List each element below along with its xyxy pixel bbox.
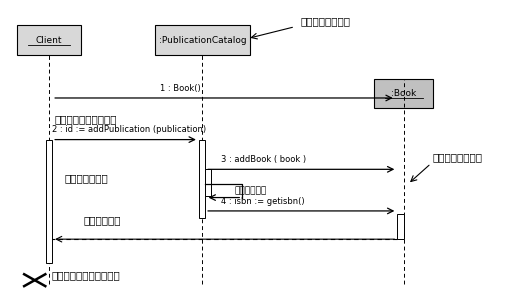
Text: （リターン）: （リターン） <box>84 215 121 225</box>
Text: （オブジェクト）: （オブジェクト） <box>301 16 351 26</box>
Text: :Book: :Book <box>391 89 416 98</box>
Text: （メッセージ）: （メッセージ） <box>65 173 109 183</box>
Bar <box>199 140 205 218</box>
Bar <box>17 25 81 55</box>
Text: 3 : addBook ( book ): 3 : addBook ( book ) <box>221 155 306 164</box>
Text: （再帰呼出）: （再帰呼出） <box>234 186 267 195</box>
Bar <box>46 140 52 263</box>
Text: :PublicationCatalog: :PublicationCatalog <box>159 35 246 44</box>
Text: （メッセージラベル）: （メッセージラベル） <box>54 114 117 124</box>
Text: 4 : isbn := getisbn(): 4 : isbn := getisbn() <box>221 196 305 206</box>
Text: （オブジェクトの消滅）: （オブジェクトの消滅） <box>52 270 120 280</box>
Text: 2 : id := addPublication (publication): 2 : id := addPublication (publication) <box>52 125 206 134</box>
Text: Client: Client <box>36 35 62 44</box>
Text: （ライフライン）: （ライフライン） <box>433 152 483 162</box>
Bar <box>205 169 212 196</box>
Bar <box>155 25 250 55</box>
Bar <box>375 79 433 108</box>
Text: 1 : Book(): 1 : Book() <box>160 84 201 93</box>
Bar <box>397 214 404 239</box>
